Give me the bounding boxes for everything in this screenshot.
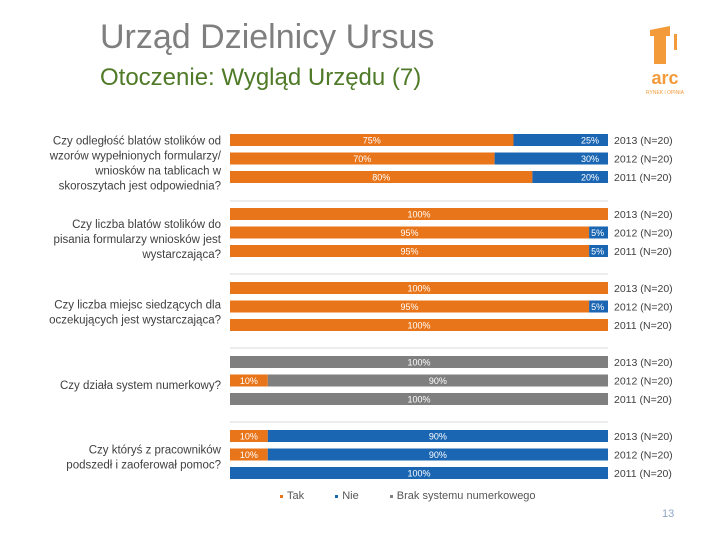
bar-segment-tak <box>230 208 608 220</box>
year-label: 2011 (N=20) <box>614 246 672 258</box>
question-label: Czy odległość blatów stolików od wzorów w… <box>49 136 222 193</box>
data-label-tak: 100% <box>407 210 430 220</box>
data-label-nie: 5% <box>591 302 604 312</box>
legend-swatch-brak <box>389 494 393 498</box>
legend-label-brak: Brak systemu numerkowego <box>396 490 536 502</box>
legend-label-nie: Nie <box>342 490 359 502</box>
year-label: 2013 (N=20) <box>614 431 673 443</box>
year-label: 2011 (N=20) <box>614 394 672 406</box>
bar-segment-nie <box>532 171 608 183</box>
logo-text: arc <box>651 68 678 88</box>
data-label-tak: 70% <box>353 154 371 164</box>
legend-item-brak: Brak systemu numerkowego <box>389 490 536 502</box>
bar-segment-nie <box>267 448 608 461</box>
logo-top-shape <box>650 26 670 36</box>
question-label: Czy liczba miejsc siedzących dla oczekują… <box>49 300 222 327</box>
data-label-nie: 20% <box>581 173 599 183</box>
data-label-nie: 5% <box>591 228 604 238</box>
bar-segment-brak <box>267 374 608 387</box>
bar-segment-brak <box>230 356 608 368</box>
data-label-brak: 100% <box>407 358 430 368</box>
page-title: Urząd Dzielnicy Ursus <box>100 18 435 56</box>
chart-legend: Tak Nie Brak systemu numerkowego <box>280 490 564 502</box>
logo-subtext: RYNEK i OPINIA <box>646 90 685 96</box>
year-label: 2011 (N=20) <box>614 468 672 480</box>
page-subtitle: Otoczenie: Wygląd Urzędu (7) <box>100 64 422 91</box>
bar-segment-nie <box>589 226 608 239</box>
year-label: 2011 (N=20) <box>614 320 672 332</box>
data-label-brak: 90% <box>429 376 447 386</box>
year-label: 2013 (N=20) <box>614 357 673 369</box>
bar-segment-brak <box>230 393 608 405</box>
data-label-tak: 100% <box>407 284 430 294</box>
data-label-tak: 10% <box>240 376 258 386</box>
bar-segment-tak <box>230 171 533 183</box>
year-label: 2012 (N=20) <box>614 450 673 462</box>
data-label-tak: 100% <box>407 321 430 331</box>
data-label-nie: 25% <box>581 136 599 146</box>
data-label-nie: 30% <box>581 154 599 164</box>
year-label: 2011 (N=20) <box>614 172 672 184</box>
bar-segment-nie <box>513 134 608 146</box>
logo-side-shape <box>674 34 677 50</box>
data-label-tak: 95% <box>401 228 419 238</box>
question-label: Czy działa system numerkowy? <box>60 380 221 392</box>
bar-segment-nie <box>589 245 608 257</box>
page-number: 13 <box>662 508 675 520</box>
year-label: 2012 (N=20) <box>614 228 673 240</box>
data-label-tak: 95% <box>401 302 419 312</box>
data-label-tak: 10% <box>240 450 258 460</box>
bar-segment-tak <box>230 226 590 239</box>
logo-tower-shape <box>654 36 666 64</box>
bar-segment-tak <box>230 319 608 331</box>
bar-segment-nie <box>230 467 608 479</box>
arc-logo: arc RYNEK i OPINIA <box>646 26 685 96</box>
year-label: 2012 (N=20) <box>614 302 673 314</box>
year-label: 2013 (N=20) <box>614 135 673 147</box>
bar-segment-tak <box>230 282 608 294</box>
data-label-nie: 90% <box>429 450 447 460</box>
legend-swatch-tak <box>280 494 283 498</box>
bar-segment-tak <box>230 374 268 387</box>
bar-segment-nie <box>267 430 608 442</box>
bar-segment-nie <box>494 152 608 165</box>
bar-segment-tak <box>230 300 590 313</box>
data-label-brak: 100% <box>407 395 430 405</box>
data-label-tak: 75% <box>363 136 381 146</box>
year-label: 2012 (N=20) <box>614 376 673 388</box>
data-label-nie: 100% <box>407 469 430 479</box>
legend-label-tak: Tak <box>287 490 305 502</box>
bar-segment-tak <box>230 448 268 461</box>
legend-item-tak: Tak <box>280 490 304 502</box>
legend-swatch-nie <box>335 494 339 498</box>
data-label-tak: 95% <box>401 247 419 257</box>
bar-segment-nie <box>589 300 608 313</box>
data-label-nie: 90% <box>429 432 447 442</box>
data-label-nie: 5% <box>591 247 604 257</box>
data-label-tak: 10% <box>240 432 258 442</box>
year-label: 2013 (N=20) <box>614 209 673 221</box>
bar-segment-tak <box>230 430 268 442</box>
bar-segment-tak <box>230 245 590 257</box>
year-label: 2013 (N=20) <box>614 283 673 295</box>
year-label: 2012 (N=20) <box>614 154 673 166</box>
bar-segment-tak <box>230 152 495 165</box>
data-label-tak: 80% <box>372 173 390 183</box>
legend-item-nie: Nie <box>335 490 359 502</box>
question-label: Czy któryś z pracowników podszedł i zaofe… <box>66 445 221 472</box>
bar-segment-tak <box>230 134 514 146</box>
question-label: Czy liczba blatów stolików do pisania for… <box>54 219 222 261</box>
